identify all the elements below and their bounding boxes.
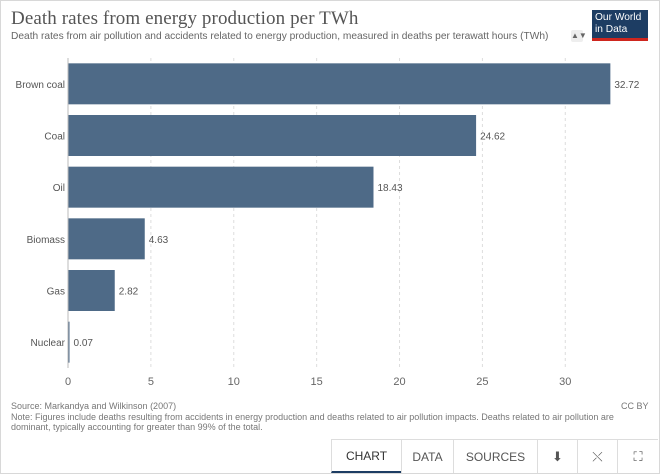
note-text: Note: Figures include deaths resulting f… [11,411,614,433]
x-tick-label: 5 [148,376,154,388]
x-tick-label: 0 [65,376,71,388]
chart-tab-bar: CHART DATA SOURCES ⬇ ⤬ ⛶ [331,439,658,473]
logo-line-1: Our World [595,12,642,23]
logo-line-2: in Data [595,23,628,35]
expand-subtitle-icon[interactable]: ▲▼ [571,30,587,42]
owid-logo[interactable]: Our World in Data [592,10,648,41]
value-label: 32.72 [614,80,639,91]
x-tick-label: 20 [393,376,405,388]
value-label: 24.62 [480,132,505,143]
value-label: 4.63 [149,235,169,246]
source-text: Source: Markandya and Wilkinson (2007) [11,401,177,411]
share-icon[interactable]: ⤬ [577,440,617,473]
chart-footer: Source: Markandya and Wilkinson (2007) N… [11,401,651,433]
value-label: 2.82 [119,287,139,298]
category-label: Oil [53,183,65,194]
tab-chart[interactable]: CHART [331,440,401,473]
category-label: Brown coal [16,80,65,91]
bar [68,321,70,363]
bar-chart: 0 5 10 15 20 25 30 Brown coal 32.72 Coal 24.62 Oil 1… [16,58,640,388]
bar [68,63,611,105]
category-label: Nuclear [31,338,66,349]
value-label: 18.43 [377,183,402,194]
chart-title: Death rates from energy production per T… [11,8,359,29]
download-icon[interactable]: ⬇ [537,440,577,473]
bar [68,218,145,260]
bar [68,270,115,311]
tab-sources[interactable]: SOURCES [453,440,537,473]
bar [68,166,374,208]
category-label: Biomass [27,235,65,246]
license-link[interactable]: CC BY [621,401,649,411]
chart-subtitle: Death rates from air pollution and accid… [11,31,549,42]
category-label: Gas [47,287,65,298]
tab-data[interactable]: DATA [401,440,453,473]
x-tick-label: 30 [559,376,571,388]
value-label: 0.07 [74,338,94,349]
fullscreen-icon[interactable]: ⛶ [617,440,658,473]
x-tick-label: 25 [476,376,488,388]
x-tick-label: 15 [311,376,323,388]
x-tick-label: 10 [228,376,240,388]
bar [68,115,477,156]
category-label: Coal [44,132,65,143]
